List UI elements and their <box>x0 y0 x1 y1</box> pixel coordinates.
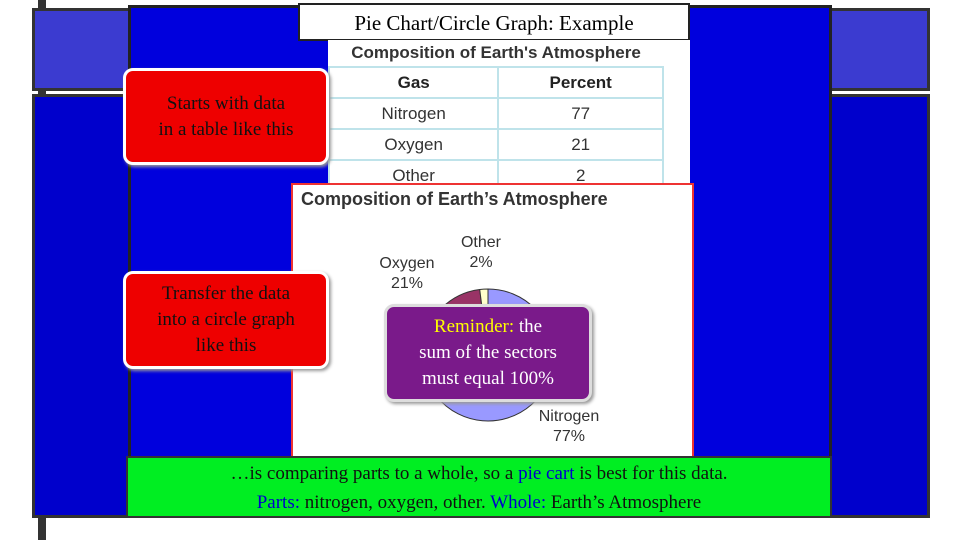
text-segment: nitrogen, oxygen, other. <box>300 492 491 513</box>
table-row: Oxygen 21 <box>327 128 664 161</box>
slice-label: Oxygen <box>379 255 434 272</box>
text-segment: Reminder: <box>433 316 515 337</box>
panel <box>828 94 930 518</box>
callout-line: in a table like this <box>158 118 294 140</box>
table-header: Percent <box>497 66 664 99</box>
footer-box: …is comparing parts to a whole, so a pie… <box>126 456 832 518</box>
text-segment: must equal 100% <box>422 368 554 389</box>
text-segment: Earth’s Atmosphere <box>546 492 702 513</box>
panel <box>32 94 132 518</box>
text-segment: is best for this data. <box>574 463 728 484</box>
table-cell: 77 <box>497 97 664 130</box>
text-segment: Parts: <box>256 492 301 513</box>
slice-label: Nitrogen <box>539 408 599 425</box>
text-segment: Whole: <box>490 492 547 513</box>
table-cell: 21 <box>497 128 664 161</box>
data-table: Gas Percent Nitrogen 77 Oxygen 21 Other 2 <box>327 66 664 192</box>
text-segment: …is comparing parts to a whole, so a <box>230 463 519 484</box>
table-cell: Nitrogen <box>327 97 500 130</box>
data-table-image: Composition of Earth's Atmosphere Gas Per… <box>327 40 690 192</box>
slice-value-label: 21% <box>391 275 423 292</box>
callout: Transfer the data into a circle graph like… <box>123 271 329 369</box>
table-title: Composition of Earth's Atmosphere <box>351 43 641 62</box>
slice-value-label: 77% <box>553 428 585 445</box>
text-segment: pie cart <box>518 463 575 484</box>
slide-title: Pie Chart/Circle Graph: Example <box>298 3 690 41</box>
callout-line: Transfer the data <box>161 283 291 304</box>
text-line: …is comparing parts to a whole, so a pie… <box>128 459 830 488</box>
callout: Starts with data in a table like this <box>123 68 329 165</box>
text-line: sum of the sectors <box>387 340 589 366</box>
text-line: must equal 100% <box>387 366 589 392</box>
table-cell: Oxygen <box>327 128 500 161</box>
pie-title: Composition of Earth’s Atmosphere <box>301 189 608 209</box>
callout-line: into a circle graph <box>157 309 295 330</box>
table-row: Nitrogen 77 <box>327 97 664 130</box>
text-line: Reminder: the <box>387 314 589 340</box>
text-line: Parts: nitrogen, oxygen, other. Whole: E… <box>128 488 830 517</box>
callout-line: Starts with data <box>166 92 286 114</box>
reminder-box: Reminder: the sum of the sectors must equa… <box>384 304 592 402</box>
panel <box>32 8 132 91</box>
text-segment: sum of the sectors <box>419 342 557 363</box>
slice-label: Other <box>461 234 502 251</box>
callout-line: like this <box>195 335 257 356</box>
table-header: Gas <box>327 66 500 99</box>
table-header-row: Gas Percent <box>327 66 664 99</box>
panel <box>828 8 930 91</box>
slice-value-label: 2% <box>469 254 492 271</box>
text-segment: the <box>514 316 543 337</box>
